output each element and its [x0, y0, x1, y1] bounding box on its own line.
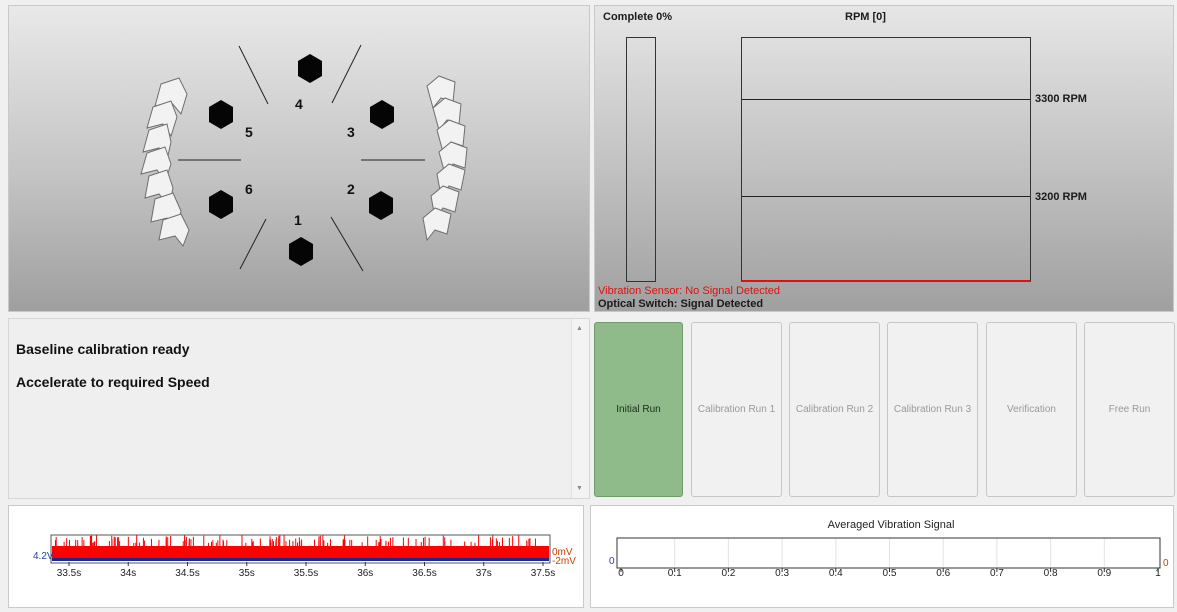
upper-limit-line: [742, 99, 1030, 100]
signal-x-tick-label: 35.5s: [294, 568, 318, 579]
avg-x-tick-label: 0.6: [936, 568, 950, 579]
weight-hex-1: [289, 237, 313, 266]
signal-band-blue: [52, 558, 549, 561]
position-label-4: 4: [295, 96, 303, 112]
rotation-arrows-left: [141, 78, 189, 246]
rpm-gauge: [741, 37, 1031, 282]
calibration-run-1-button[interactable]: Calibration Run 1: [691, 322, 782, 497]
verification-button[interactable]: Verification: [986, 322, 1077, 497]
rotor-diagram-panel: 1 2 3 4 5 6: [8, 5, 590, 312]
avg-x-tick-label: 0.9: [1097, 568, 1111, 579]
spoke-line: [239, 46, 268, 104]
avg-x-tick-label: 0.1: [668, 568, 682, 579]
complete-label: Complete 0%: [603, 11, 672, 23]
message-scrollbar[interactable]: ▲ ▼: [571, 319, 589, 498]
free-run-button[interactable]: Free Run: [1084, 322, 1175, 497]
optical-switch-status: Optical Switch: Signal Detected: [598, 298, 763, 310]
signal-x-tick-label: 37.5s: [531, 568, 555, 579]
initial-run-button[interactable]: Initial Run: [594, 322, 683, 497]
upper-limit-label: 3300 RPM: [1035, 93, 1087, 105]
signal-band-red: [52, 546, 549, 560]
signal-x-tick-label: 37s: [476, 568, 492, 579]
position-label-6: 6: [245, 181, 253, 197]
avg-plot-frame: [617, 538, 1160, 568]
avg-x-tick-label: 0.2: [721, 568, 735, 579]
vibration-sensor-status: Vibration Sensor: No Signal Detected: [598, 285, 780, 297]
avg-right-y-label: 0: [1163, 558, 1169, 569]
averaged-vibration-chart: Averaged Vibration Signal 0 0 0 0.1 0.2 0.3…: [591, 506, 1173, 607]
position-label-3: 3: [347, 124, 355, 140]
position-label-1: 1: [294, 212, 302, 228]
calibration-run-3-button[interactable]: Calibration Run 3: [887, 322, 978, 497]
weight-hex-6: [209, 190, 233, 219]
avg-x-tick-label: 0.3: [775, 568, 789, 579]
weight-hex-4: [298, 54, 322, 83]
averaged-vibration-chart-panel: Averaged Vibration Signal 0 0 0 0.1 0.2 0.3…: [590, 505, 1174, 608]
avg-x-tick-label: 0.4: [829, 568, 843, 579]
signal-x-tick-label: 36s: [357, 568, 373, 579]
message-line-1: Baseline calibration ready: [16, 341, 190, 357]
calibration-run-2-button[interactable]: Calibration Run 2: [789, 322, 880, 497]
spoke-line: [332, 45, 361, 103]
position-label-2: 2: [347, 181, 355, 197]
message-log[interactable]: Baseline calibration ready Accelerate to…: [8, 318, 590, 499]
avg-chart-title: Averaged Vibration Signal: [828, 519, 955, 531]
lower-limit-label: 3200 RPM: [1035, 191, 1087, 203]
signal-x-tick-label: 34s: [120, 568, 136, 579]
left-axis-label: 4.2V: [33, 551, 54, 562]
scroll-up-icon[interactable]: ▲: [576, 325, 583, 332]
spoke-line: [331, 217, 363, 271]
rotor-diagram: 1 2 3 4 5 6: [9, 6, 589, 311]
completion-progress-bar: [626, 37, 656, 282]
message-line-2: Accelerate to required Speed: [16, 374, 210, 390]
lower-limit-line: [742, 196, 1030, 197]
position-label-5: 5: [245, 124, 253, 140]
avg-left-y-label: 0: [609, 556, 615, 567]
raw-signal-chart: 4.2V 0mV -2mV 33.5s 34s 34.5s 35s 35.5s 36s 36…: [9, 506, 583, 607]
avg-x-tick-label: 0.5: [883, 568, 897, 579]
weight-hex-2: [369, 191, 393, 220]
signal-x-tick-label: 33.5s: [57, 568, 81, 579]
raw-signal-chart-panel: 4.2V 0mV -2mV 33.5s 34s 34.5s 35s 35.5s 36s 36…: [8, 505, 584, 608]
signal-x-tick-label: 36.5s: [412, 568, 436, 579]
signal-x-tick-label: 35s: [239, 568, 255, 579]
weight-hex-5: [209, 100, 233, 129]
rpm-label: RPM [0]: [845, 11, 886, 23]
right-axis-bottom-label: -2mV: [552, 556, 576, 567]
spoke-line: [240, 219, 266, 269]
avg-x-tick-label: 0: [618, 568, 624, 579]
scroll-down-icon[interactable]: ▼: [576, 485, 583, 492]
signal-x-tick-label: 34.5s: [175, 568, 199, 579]
avg-x-tick-label: 0.7: [990, 568, 1004, 579]
avg-x-tick-label: 0.8: [1044, 568, 1058, 579]
avg-x-tick-label: 1: [1155, 568, 1161, 579]
rotation-arrows-right: [423, 76, 467, 240]
rpm-panel: Complete 0% RPM [0] 3300 RPM 3200 RPM Vi…: [594, 5, 1174, 312]
weight-hex-3: [370, 100, 394, 129]
